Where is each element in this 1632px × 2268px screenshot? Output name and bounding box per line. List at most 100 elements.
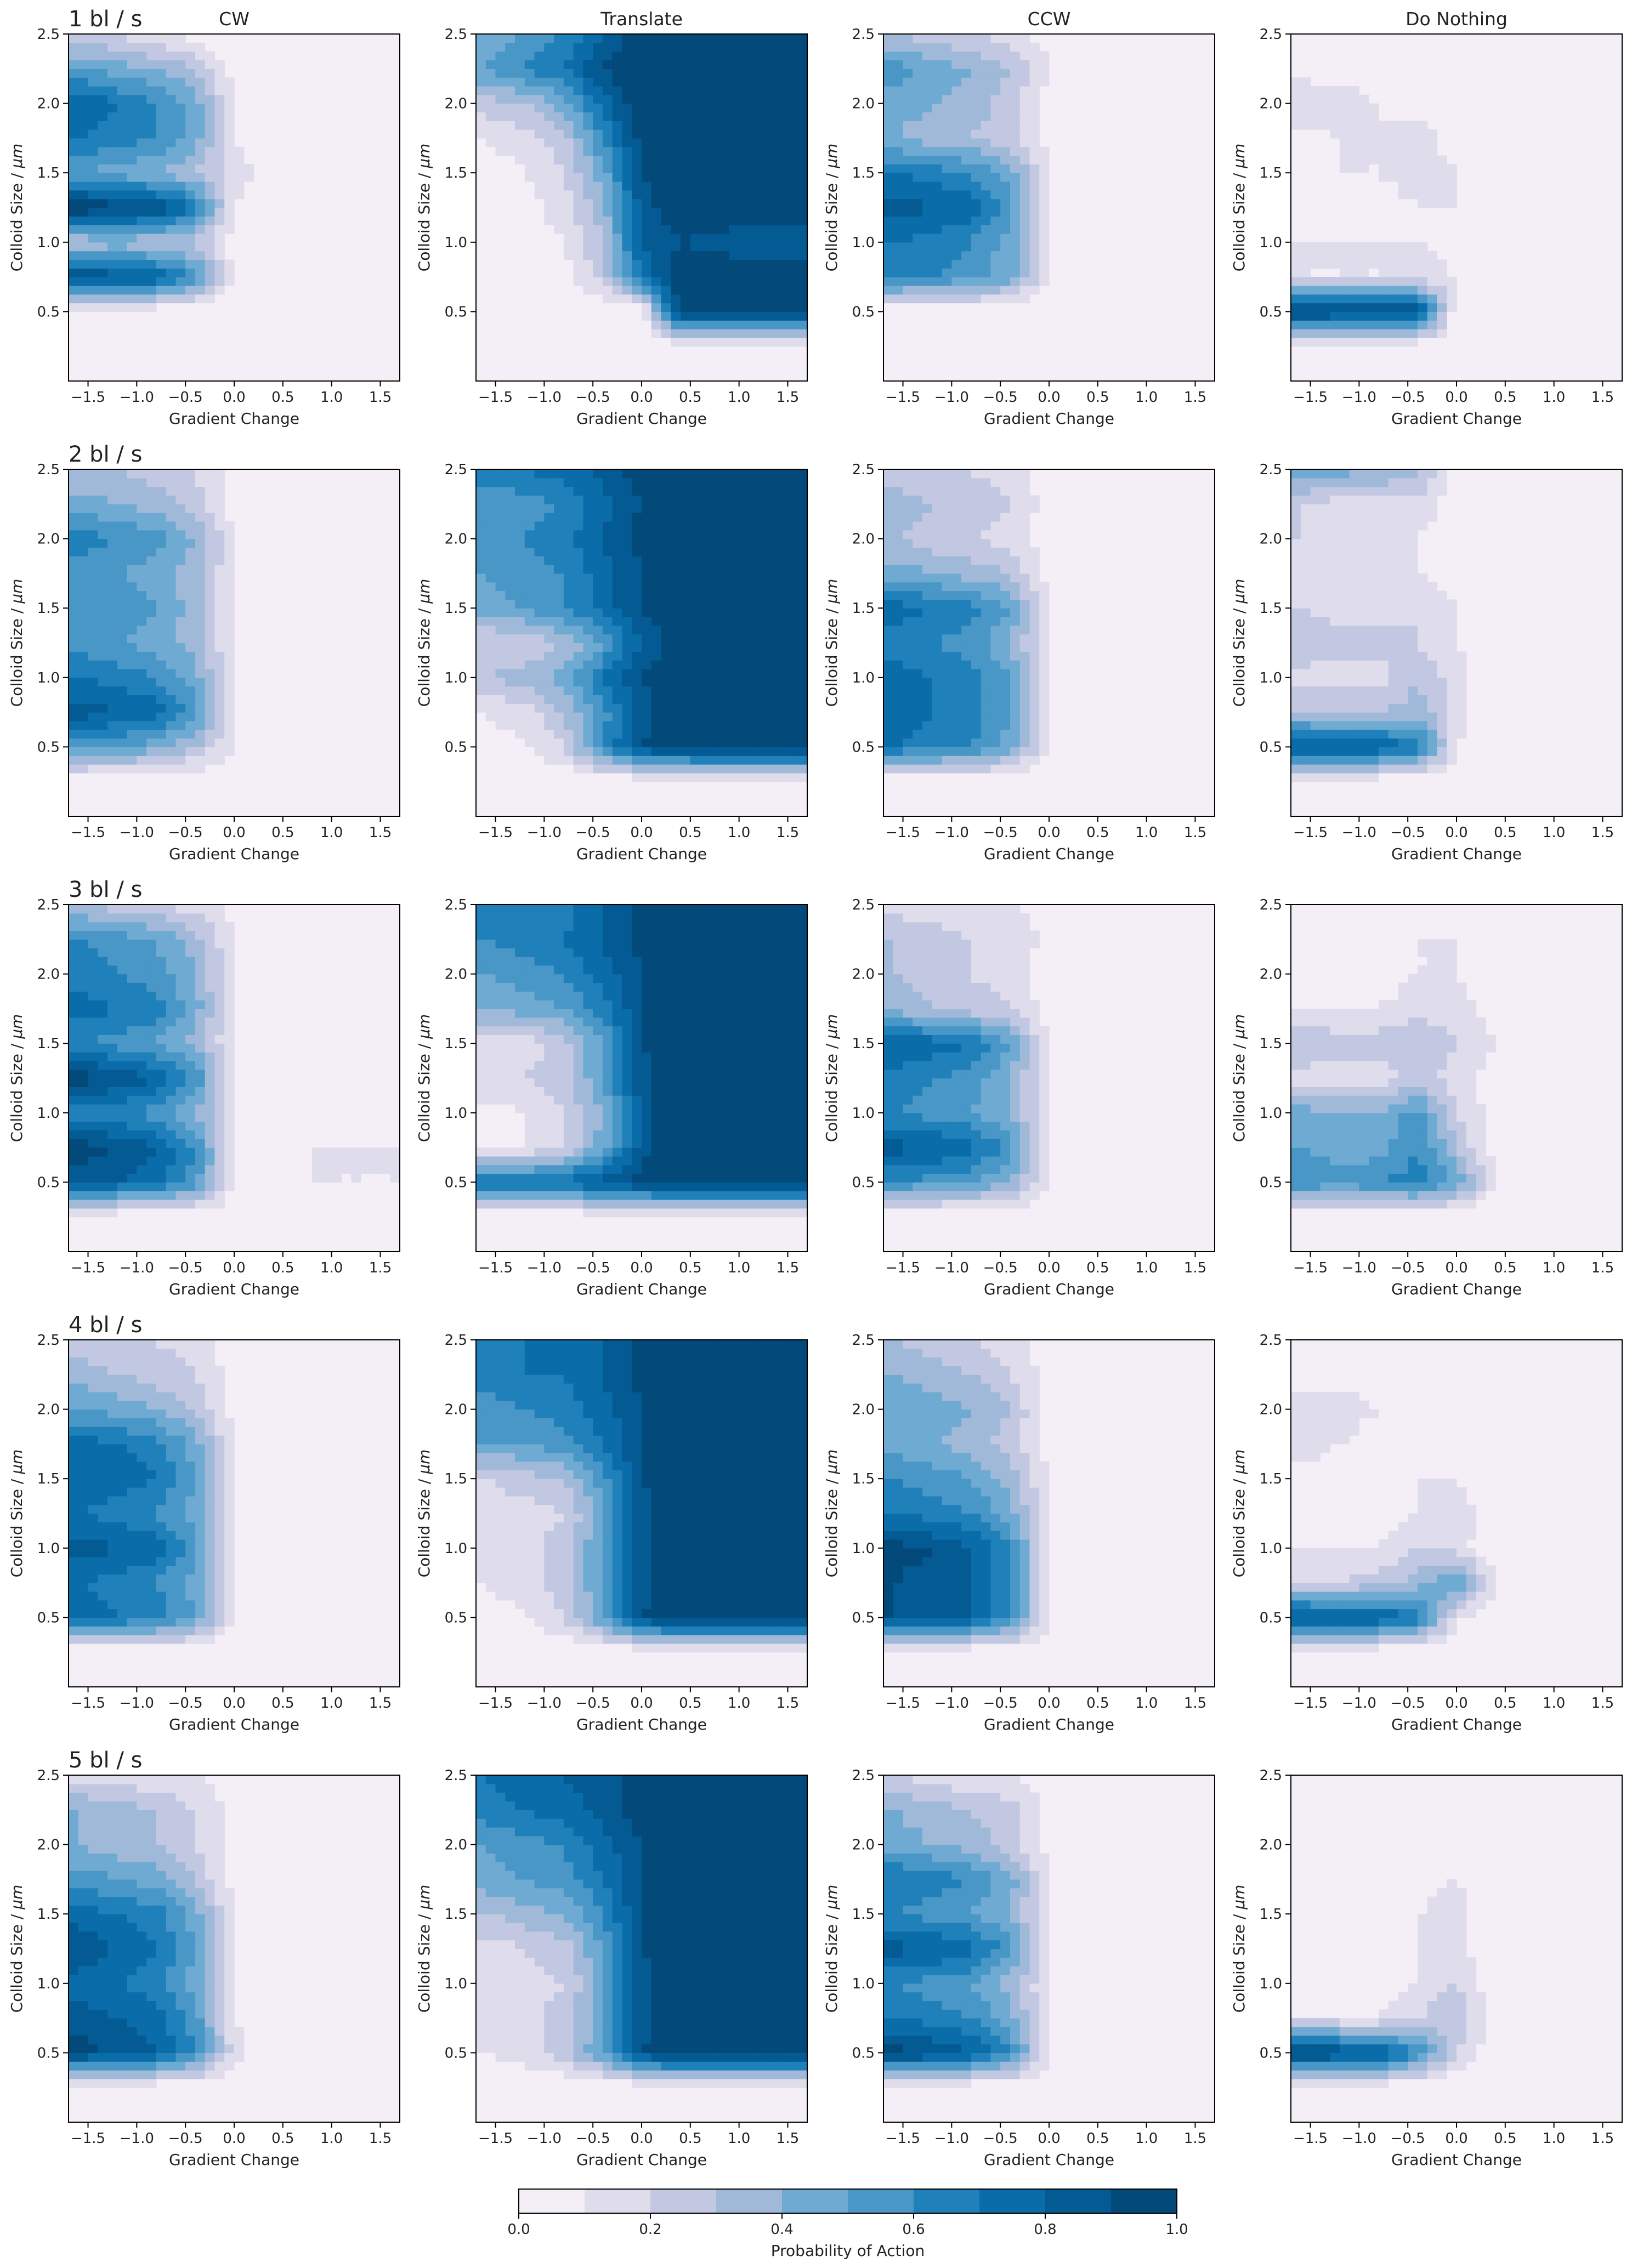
heatmap-cell [651,617,662,626]
heatmap-cell [642,259,652,269]
heatmap-cell [1427,146,1438,156]
heatmap-cell [719,556,730,565]
heatmap-cell [78,233,89,243]
heatmap-cell [573,268,584,277]
heatmap-cell [990,129,1001,139]
heatmap-cell [88,755,98,765]
heatmap-cell [1310,103,1321,113]
heatmap-cell [642,590,652,600]
heatmap-cell [1039,173,1050,182]
heatmap-cell [802,608,806,617]
heatmap-cell [710,34,720,43]
heatmap-cell [681,469,691,479]
heatmap-cell [1408,294,1418,304]
heatmap-cell [156,565,167,574]
heatmap-cell [156,643,167,652]
heatmap-cell [1039,146,1050,156]
heatmap-cell [146,565,157,574]
heatmap-cell [922,285,933,295]
heatmap-cell [573,530,584,539]
heatmap-cell [622,469,632,479]
heatmap-cell [632,729,642,739]
heatmap-cell [739,129,750,139]
heatmap-cell [787,712,798,721]
heatmap-cell [156,469,167,479]
heatmap-cell [893,51,904,61]
heatmap-cell [612,251,623,260]
heatmap-cell [76,207,79,217]
heatmap-cell [710,573,720,583]
heatmap-cell [922,69,933,78]
heatmap-cell [800,251,803,260]
heatmap-cell [88,138,98,147]
heatmap-cell [661,277,671,286]
heatmap-cell [117,77,128,87]
heatmap-cell [681,51,691,61]
heatmap-cell [886,34,889,43]
heatmap-cell [117,556,128,565]
heatmap-cell [483,660,486,669]
heatmap-cell [632,755,642,765]
heatmap-cell [651,729,662,739]
heatmap-cell [214,486,225,496]
heatmap-cell [476,60,479,69]
heatmap-cell [524,495,535,504]
heatmap-cell [476,94,479,104]
heatmap-cell [622,207,632,217]
heatmap-cell [69,129,72,139]
heatmap-cell [495,582,506,592]
heatmap-cell [1378,303,1389,312]
heatmap-cell [71,233,74,243]
heatmap-cell [146,634,157,644]
y-tick-label: 2.5 [852,26,875,43]
heatmap-cell [1359,311,1369,321]
heatmap-cell [632,660,642,669]
heatmap-cell [886,86,889,95]
heatmap-cell [787,478,798,487]
heatmap-cell [710,764,720,774]
x-tick-label: −0.5 [168,389,203,406]
heatmap-cell [739,617,750,626]
heatmap-cell [1369,311,1379,321]
heatmap-cell [175,469,186,479]
heatmap-cell [1388,173,1399,182]
heatmap-cell [719,608,730,617]
heatmap-cell [602,121,613,130]
heatmap-cell [483,651,486,661]
heatmap-cell [127,651,137,661]
heatmap-cell [749,94,759,104]
heatmap-cell [758,755,769,765]
heatmap-cell [739,599,750,609]
heatmap-cell [185,469,196,479]
heatmap-cell [71,565,74,574]
heatmap-cell [893,173,904,182]
heatmap-cell [573,69,584,78]
heatmap-cell [185,94,196,104]
heatmap-cell [1029,285,1040,295]
heatmap-cell [800,755,803,765]
heatmap-cell [573,233,584,243]
x-tick-label: 0.5 [1494,389,1516,406]
heatmap-cell [107,190,118,200]
heatmap-cell [661,251,671,260]
heatmap-cell [671,755,681,765]
heatmap-cell [758,303,769,312]
heatmap-cell [651,747,662,756]
heatmap-cell [632,538,642,548]
heatmap-cell [671,190,681,200]
y-axis-label: Colloid Size / μm [1230,144,1248,272]
heatmap-cell [797,86,801,95]
heatmap-cell [903,112,913,121]
heatmap-cell [480,590,484,600]
heatmap-cell [69,251,72,260]
heatmap-cell [127,277,137,286]
heatmap-cell [729,478,740,487]
heatmap-cell [961,198,972,208]
heatmap-cell [117,521,128,531]
heatmap-cell [739,216,750,225]
heatmap-cell [802,695,806,704]
heatmap-cell [214,277,225,286]
heatmap-cell [524,69,535,78]
heatmap-cell [1359,121,1369,130]
heatmap-cell [719,764,730,774]
